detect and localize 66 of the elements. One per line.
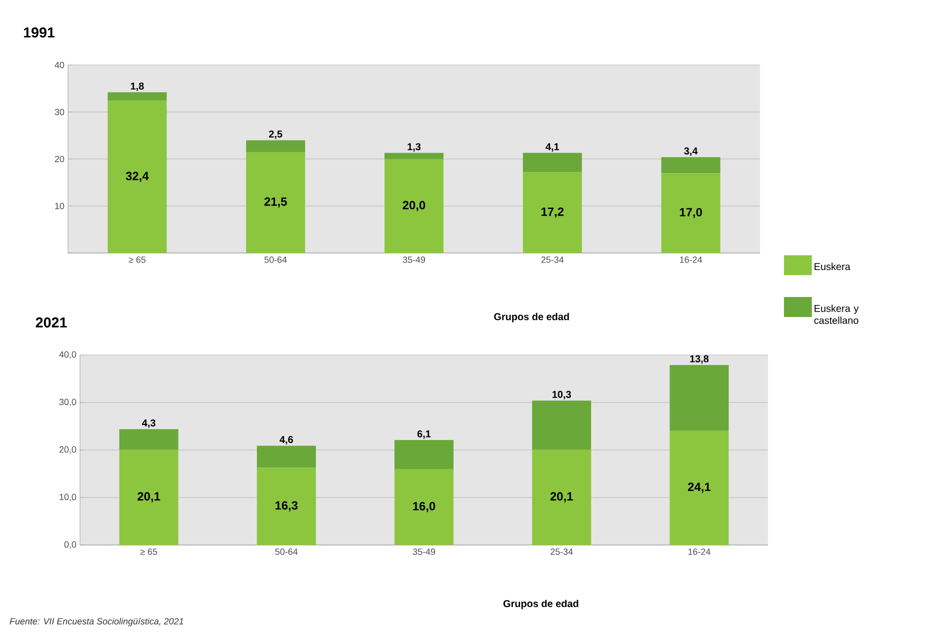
x-tick-label: ≥ 65 (128, 256, 146, 263)
data-label: 17,2 (542, 207, 564, 218)
data-label: 1,8 (130, 82, 144, 92)
y-tick-label: 0,0 (64, 541, 76, 549)
bar (119, 429, 178, 450)
bar (384, 152, 444, 159)
data-label: 21,5 (264, 197, 287, 208)
data-label: 32,4 (126, 172, 149, 182)
y-tick-label: 30,0 (59, 398, 76, 406)
y-tick-label: 40,0 (59, 351, 76, 359)
x-tick-label: ≥ 65 (140, 548, 158, 555)
data-label: 4,3 (142, 419, 156, 428)
data-label: 16,3 (276, 501, 298, 512)
data-label: 4,1 (546, 143, 560, 152)
y-tick-label: 20,0 (59, 446, 76, 454)
legend-label: Euskera (814, 262, 850, 270)
data-label: 20,0 (402, 200, 426, 212)
y-tick-label: 20 (54, 156, 64, 162)
x-tick-label: 50-64 (275, 548, 298, 555)
x-tick-label: 16-24 (680, 256, 702, 263)
source-note: Fuente: VII Encuesta Sociolingüística, 2021 (10, 618, 184, 626)
x-tick-label: 50-64 (264, 256, 287, 263)
bar (108, 100, 167, 253)
x-tick-label: 35-49 (412, 548, 436, 555)
data-label: 6,1 (417, 430, 431, 439)
x-axis-title: Grupos de edad (494, 312, 569, 322)
data-label: 17,0 (680, 208, 702, 218)
data-label: 2,5 (269, 130, 282, 139)
data-label: 20,1 (138, 492, 160, 502)
bar (661, 173, 720, 253)
x-tick-label: 25-34 (541, 256, 564, 263)
bar (522, 172, 582, 253)
bar (532, 450, 592, 545)
chart-title: 1991 (24, 27, 55, 38)
data-label: 3,4 (684, 147, 698, 156)
bar (522, 152, 582, 172)
data-label: 24,1 (688, 482, 710, 493)
y-tick-label: 30 (54, 108, 64, 116)
bar (119, 450, 178, 545)
bar (661, 157, 720, 174)
y-tick-label: 40 (54, 62, 64, 68)
chart-title: 2021 (36, 317, 67, 328)
data-label: 4,6 (280, 436, 293, 445)
data-label: 10,3 (552, 390, 571, 400)
bar (256, 468, 316, 545)
x-tick-label: 25-34 (550, 548, 573, 555)
data-label: 16,0 (413, 502, 436, 512)
bar (394, 468, 454, 545)
data-label: 1,3 (408, 143, 421, 152)
bar (256, 446, 316, 468)
bar (384, 158, 444, 253)
bar (670, 430, 729, 545)
y-tick-label: 10 (55, 202, 64, 210)
bar (246, 152, 306, 253)
bar (246, 140, 306, 152)
bar (670, 364, 729, 431)
x-tick-label: 16-24 (688, 548, 710, 555)
bar (532, 400, 592, 450)
data-label: 20,1 (550, 492, 573, 502)
data-label: 13,8 (690, 355, 709, 364)
bar (394, 440, 454, 469)
x-axis-title: Grupos de edad (503, 600, 578, 610)
y-tick-label: 10,0 (60, 494, 76, 502)
x-tick-label: 35-49 (402, 256, 426, 263)
bar (108, 92, 167, 101)
legend-label: Euskera y castellano (814, 304, 859, 324)
